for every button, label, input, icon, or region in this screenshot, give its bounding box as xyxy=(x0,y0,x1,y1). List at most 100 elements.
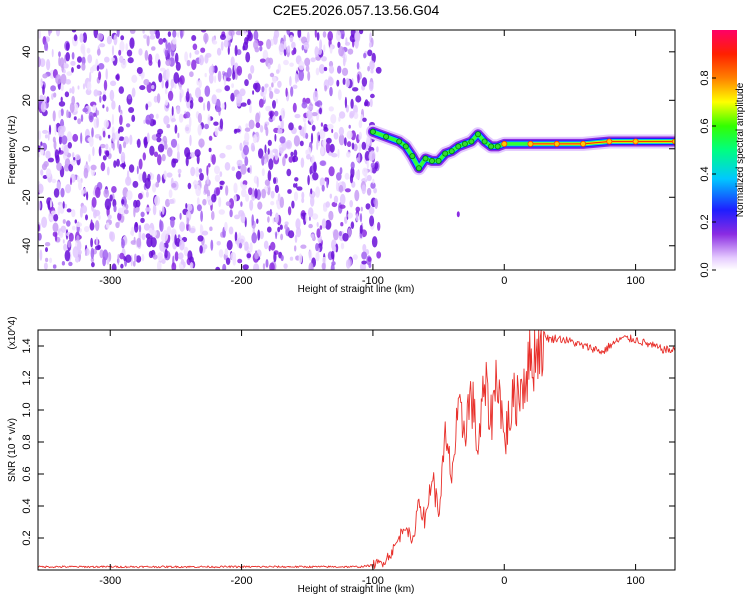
noise-blob xyxy=(316,32,320,41)
noise-blob xyxy=(280,254,284,262)
signal-track-point xyxy=(468,138,475,145)
noise-blob xyxy=(164,248,168,259)
noise-blob xyxy=(224,101,227,110)
noise-blob xyxy=(109,194,113,202)
noise-blob xyxy=(149,30,155,36)
noise-blob xyxy=(359,30,364,35)
noise-blob xyxy=(113,34,118,46)
noise-blob xyxy=(365,203,371,210)
noise-blob xyxy=(149,34,156,40)
noise-blob xyxy=(313,161,317,173)
noise-blob xyxy=(337,89,342,101)
noise-blob xyxy=(247,98,251,106)
noise-blob xyxy=(236,159,243,167)
noise-blob xyxy=(63,63,69,69)
noise-blob xyxy=(249,199,254,211)
noise-blob xyxy=(154,195,161,206)
noise-blob xyxy=(255,122,261,129)
noise-blob xyxy=(171,262,177,270)
noise-blob xyxy=(244,127,251,132)
signal-track-point xyxy=(632,138,639,145)
signal-track-point xyxy=(442,150,449,157)
noise-blob xyxy=(337,148,340,159)
noise-blob xyxy=(357,74,360,84)
noise-blob xyxy=(259,230,264,240)
noise-blob xyxy=(90,237,93,248)
noise-blob xyxy=(111,45,115,56)
noise-blob xyxy=(207,114,211,126)
noise-blob xyxy=(168,199,175,204)
spectrogram-x-label: Height of straight line (km) xyxy=(298,284,415,295)
noise-blob xyxy=(370,166,373,174)
noise-blob xyxy=(364,169,368,180)
snr-series-line xyxy=(38,330,675,570)
noise-blob xyxy=(224,221,228,232)
noise-blob xyxy=(269,91,274,99)
noise-blob xyxy=(105,150,110,157)
noise-blob xyxy=(104,56,110,63)
noise-blob xyxy=(99,143,106,149)
noise-blob xyxy=(288,230,295,239)
noise-blob xyxy=(208,135,213,141)
noise-blob xyxy=(70,159,76,166)
noise-blob xyxy=(223,75,226,87)
noise-blob xyxy=(135,255,142,263)
signal-track-point xyxy=(383,133,390,140)
noise-blob xyxy=(187,182,192,190)
noise-blob xyxy=(46,58,51,71)
noise-blob xyxy=(308,223,313,229)
noise-blob xyxy=(72,246,79,258)
noise-blob xyxy=(78,180,82,191)
noise-blob xyxy=(279,224,283,230)
noise-blob xyxy=(75,256,80,263)
noise-blob xyxy=(279,136,286,144)
noise-blob xyxy=(304,57,311,67)
noise-blob xyxy=(236,65,243,76)
noise-blob xyxy=(174,251,179,262)
noise-blob xyxy=(189,262,194,269)
noise-blob xyxy=(346,210,349,220)
noise-blob xyxy=(40,169,44,176)
noise-blob xyxy=(194,149,201,158)
noise-blob xyxy=(353,104,358,115)
noise-blob xyxy=(81,62,86,71)
noise-blob xyxy=(261,86,265,93)
noise-blob xyxy=(185,111,191,119)
noise-blob xyxy=(319,177,325,187)
noise-blob xyxy=(165,59,172,66)
snr-panel: -300 -200 -100 0 100 0.2 0.4 0.6 0.8 1.0 1.2 1.4 H… xyxy=(7,316,676,595)
noise-blob xyxy=(259,125,264,133)
noise-blob xyxy=(164,99,169,106)
noise-blob xyxy=(294,113,301,119)
noise-blob xyxy=(82,107,88,113)
noise-blob xyxy=(62,219,66,224)
noise-blob xyxy=(222,263,227,270)
noise-blob xyxy=(323,126,329,132)
noise-blob xyxy=(362,244,367,252)
noise-blob xyxy=(102,104,105,109)
noise-blob xyxy=(266,210,273,216)
noise-blob xyxy=(56,162,62,171)
noise-blob xyxy=(210,239,214,251)
noise-blob xyxy=(294,177,299,182)
noise-blob xyxy=(264,179,270,186)
noise-blob xyxy=(349,110,355,118)
noise-blob xyxy=(77,56,82,63)
noise-blob xyxy=(83,167,89,179)
noise-blob xyxy=(155,181,160,188)
noise-blob xyxy=(265,105,272,112)
noise-blob xyxy=(96,117,99,128)
noise-blob xyxy=(288,156,294,163)
noise-blob xyxy=(336,172,342,181)
noise-blob xyxy=(287,45,291,53)
noise-blob xyxy=(216,241,221,246)
noise-blob xyxy=(286,168,292,177)
noise-blob xyxy=(45,247,48,253)
noise-blob xyxy=(116,30,120,38)
noise-blob xyxy=(307,175,310,186)
noise-blob xyxy=(214,165,220,175)
noise-blob xyxy=(270,190,275,199)
noise-blob xyxy=(306,154,311,160)
noise-blob xyxy=(223,39,229,48)
